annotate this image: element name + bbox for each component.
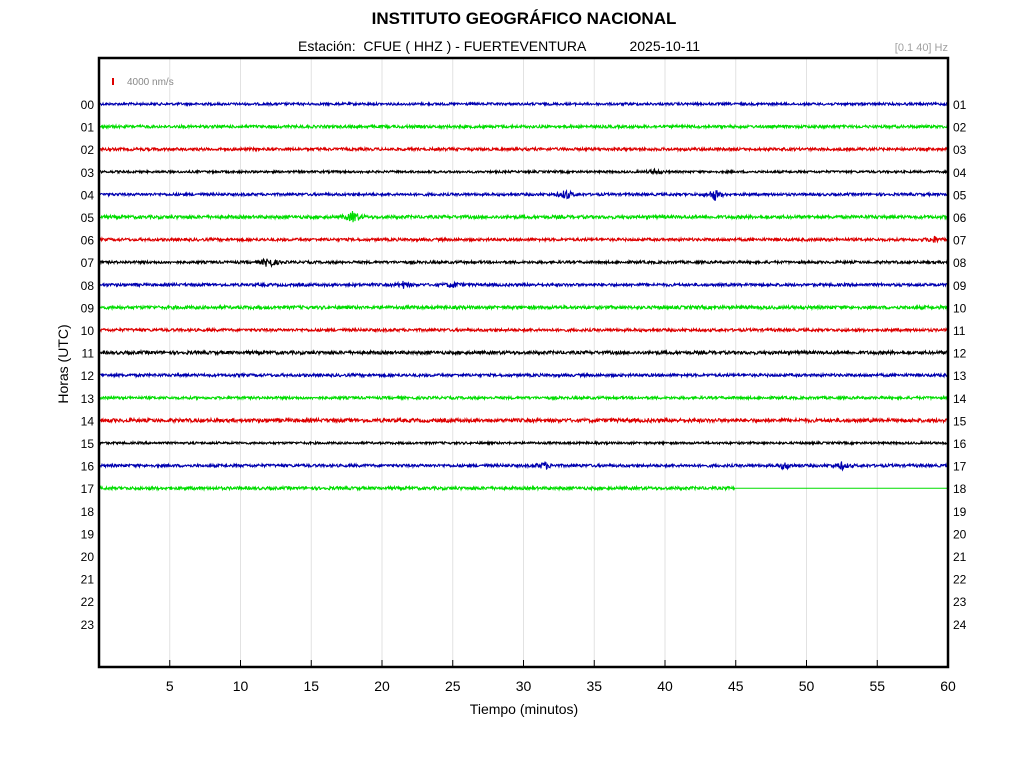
y-tick-label-right: 04 bbox=[953, 166, 967, 180]
y-tick-label-right: 06 bbox=[953, 211, 967, 225]
y-tick-label-right: 23 bbox=[953, 595, 967, 609]
x-tick-label: 25 bbox=[445, 678, 461, 694]
trace-hour-13 bbox=[99, 394, 949, 402]
trace-hour-00 bbox=[99, 100, 949, 108]
station-name: CFUE ( HHZ ) - FUERTEVENTURA bbox=[363, 38, 586, 54]
y-tick-label-right: 24 bbox=[953, 618, 967, 632]
y-tick-label-left: 15 bbox=[81, 437, 95, 451]
y-tick-label-right: 10 bbox=[953, 301, 967, 315]
y-tick-label-right: 11 bbox=[953, 324, 966, 338]
trace-hour-04 bbox=[99, 189, 949, 202]
y-tick-label-left: 00 bbox=[81, 98, 95, 112]
axis-ticks: 5 10 15 20 25 30 35 40 45 50 55 60 00 01 02 03 04 05 06 07 0… bbox=[81, 98, 967, 694]
trace-hour-10 bbox=[99, 326, 949, 334]
x-tick-label: 45 bbox=[728, 678, 744, 694]
station-date: 2025-10-11 bbox=[629, 38, 701, 54]
grid bbox=[169, 58, 878, 667]
y-tick-label-right: 20 bbox=[953, 527, 967, 541]
trace-hour-15 bbox=[99, 439, 949, 447]
y-tick-label-left: 14 bbox=[81, 414, 95, 428]
scale-legend: 4000 nm/s bbox=[112, 77, 174, 88]
y-tick-label-left: 02 bbox=[81, 143, 95, 157]
y-tick-label-right: 08 bbox=[953, 256, 967, 270]
y-tick-label-right: 14 bbox=[953, 392, 967, 406]
station-prefix: Estación: bbox=[298, 38, 356, 54]
traces bbox=[99, 100, 949, 492]
station-info: Estación: CFUE ( HHZ ) - FUERTEVENTURA 2… bbox=[298, 38, 700, 54]
y-tick-label-left: 04 bbox=[81, 188, 95, 202]
y-tick-label-left: 12 bbox=[81, 369, 95, 383]
x-tick-label: 55 bbox=[869, 678, 885, 694]
y-tick-label-right: 09 bbox=[953, 279, 967, 293]
page-title: INSTITUTO GEOGRÁFICO NACIONAL bbox=[371, 9, 677, 28]
y-tick-label-left: 13 bbox=[81, 392, 95, 406]
y-tick-label-left: 07 bbox=[81, 256, 95, 270]
y-tick-label-right: 03 bbox=[953, 143, 967, 157]
y-tick-label-left: 19 bbox=[81, 527, 95, 541]
x-tick-label: 5 bbox=[166, 678, 174, 694]
x-tick-label: 50 bbox=[799, 678, 815, 694]
trace-hour-17 bbox=[99, 484, 736, 492]
y-tick-label-right: 15 bbox=[953, 414, 967, 428]
y-tick-label-right: 21 bbox=[953, 550, 967, 564]
trace-hour-07 bbox=[99, 257, 949, 269]
trace-hour-09 bbox=[99, 303, 949, 312]
trace-hour-11 bbox=[99, 348, 949, 357]
trace-hour-03 bbox=[99, 167, 949, 176]
y-tick-label-left: 08 bbox=[81, 279, 95, 293]
y-tick-label-left: 09 bbox=[81, 301, 95, 315]
y-tick-label-left: 18 bbox=[81, 505, 95, 519]
trace-hour-01 bbox=[99, 123, 949, 131]
trace-hour-06 bbox=[99, 235, 949, 244]
y-tick-label-right: 05 bbox=[953, 188, 967, 202]
y-tick-label-left: 06 bbox=[81, 234, 95, 248]
y-tick-label-right: 16 bbox=[953, 437, 967, 451]
x-tick-label: 30 bbox=[516, 678, 532, 694]
trace-hour-05 bbox=[99, 211, 949, 223]
y-tick-label-right: 18 bbox=[953, 482, 967, 496]
y-tick-label-right: 17 bbox=[953, 460, 967, 474]
x-axis-label: Tiempo (minutos) bbox=[470, 701, 578, 717]
y-tick-label-left: 17 bbox=[81, 482, 95, 496]
y-tick-label-right: 02 bbox=[953, 121, 967, 135]
y-tick-label-right: 01 bbox=[953, 98, 967, 112]
x-tick-label: 35 bbox=[586, 678, 602, 694]
y-tick-label-right: 19 bbox=[953, 505, 967, 519]
y-tick-label-left: 16 bbox=[81, 460, 95, 474]
y-tick-label-left: 10 bbox=[81, 324, 95, 338]
y-tick-label-left: 20 bbox=[81, 550, 95, 564]
trace-hour-02 bbox=[99, 145, 949, 153]
x-tick-label: 15 bbox=[303, 678, 319, 694]
x-tick-label: 10 bbox=[233, 678, 249, 694]
y-tick-label-left: 22 bbox=[81, 595, 95, 609]
y-tick-label-right: 22 bbox=[953, 573, 967, 587]
x-tick-label: 20 bbox=[374, 678, 390, 694]
y-axis-label: Horas (UTC) bbox=[55, 324, 71, 403]
filter-band-label: [0.1 40] Hz bbox=[894, 42, 948, 54]
scale-bar bbox=[112, 78, 114, 85]
scale-label: 4000 nm/s bbox=[127, 77, 174, 88]
y-tick-label-left: 11 bbox=[82, 347, 95, 361]
y-tick-label-right: 13 bbox=[953, 369, 967, 383]
y-tick-label-left: 03 bbox=[81, 166, 95, 180]
y-tick-label-left: 21 bbox=[81, 573, 95, 587]
trace-hour-08 bbox=[99, 280, 949, 289]
x-tick-label: 60 bbox=[940, 678, 956, 694]
y-tick-label-right: 12 bbox=[953, 347, 967, 361]
trace-hour-12 bbox=[99, 371, 949, 379]
trace-hour-16 bbox=[99, 461, 949, 472]
y-tick-label-left: 01 bbox=[81, 121, 95, 135]
y-tick-label-right: 07 bbox=[953, 234, 967, 248]
y-tick-label-left: 23 bbox=[81, 618, 95, 632]
x-tick-label: 40 bbox=[657, 678, 673, 694]
y-tick-label-left: 05 bbox=[81, 211, 95, 225]
trace-hour-14 bbox=[99, 416, 949, 425]
